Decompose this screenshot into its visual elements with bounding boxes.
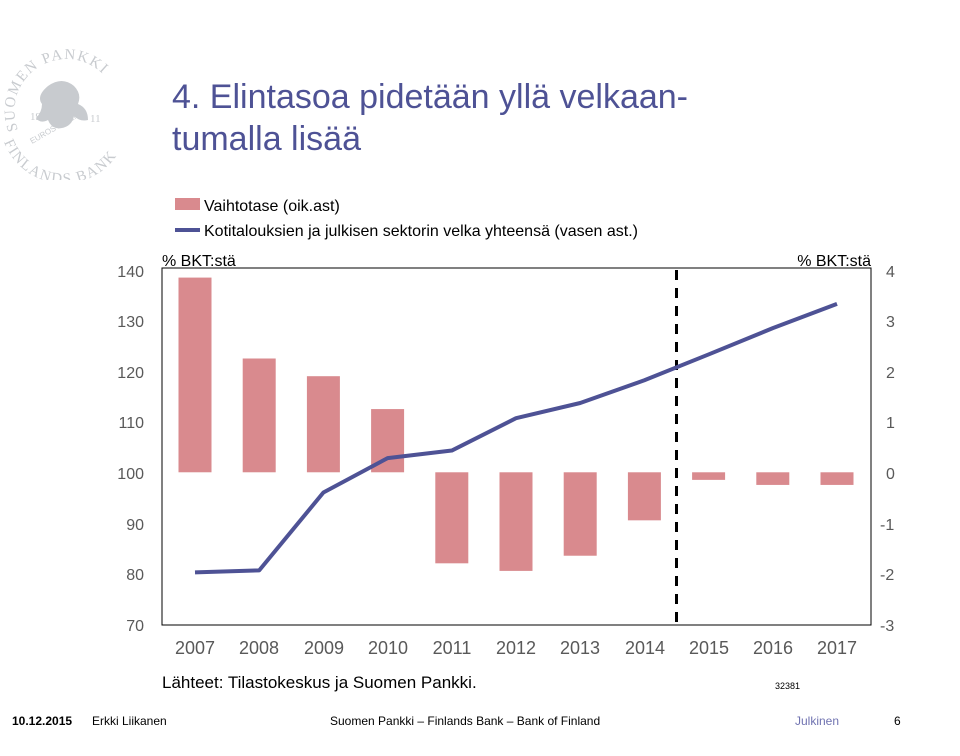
chart-source: Lähteet: Tilastokeskus ja Suomen Pankki. — [162, 673, 477, 692]
slide-title-line-2: tumalla lisää — [172, 120, 361, 158]
left-tick-label: 70 — [126, 618, 144, 635]
bar-2016 — [756, 472, 790, 485]
footer-organization: Suomen Pankki – Finlands Bank – Bank of … — [330, 714, 601, 728]
left-tick-label: 100 — [117, 466, 144, 483]
left-tick-label: 90 — [126, 517, 144, 534]
right-tick-label: -2 — [880, 567, 894, 584]
x-tick-label: 2011 — [433, 638, 472, 658]
right-tick-label: 1 — [886, 415, 895, 432]
left-axis-label: % BKT:stä — [162, 253, 236, 270]
bar-2012 — [499, 472, 533, 571]
slide-title: 4. Elintasoa pidetään yllä velkaan- tuma… — [172, 76, 872, 160]
bar-2008 — [242, 358, 276, 473]
slide-footer: 10.12.2015 Erkki Liikanen Suomen Pankki … — [0, 706, 960, 736]
plot-frame — [161, 267, 872, 626]
seal-lion-icon — [36, 81, 88, 129]
bar-2007 — [178, 277, 212, 473]
legend-label-bar: Vaihtotase (oik.ast) — [204, 198, 340, 215]
footer-date: 10.12.2015 — [12, 714, 73, 728]
chart-id: 32381 — [775, 681, 800, 691]
left-tick-label: 120 — [117, 365, 144, 382]
legend-swatch-bar — [175, 198, 200, 210]
bar-2015 — [692, 472, 726, 480]
chart: Vaihtotase (oik.ast) Kotitalouksien ja j… — [117, 198, 895, 692]
left-tick-label: 80 — [126, 567, 144, 584]
x-tick-label: 2015 — [689, 638, 729, 658]
x-tick-label: 2017 — [817, 638, 857, 658]
seal-year-left: 19 — [30, 111, 42, 123]
x-tick-label: 2007 — [175, 638, 215, 658]
right-axis-label: % BKT:stä — [797, 253, 871, 270]
x-tick-label: 2013 — [560, 638, 600, 658]
bar-2014 — [627, 472, 661, 521]
x-tick-label: 2010 — [368, 638, 408, 658]
bank-seal-logo: SUOMEN PANKKI FINLANDS BANK EUROSYSTEM 1… — [0, 47, 119, 180]
x-tick-label: 2012 — [496, 638, 536, 658]
right-tick-label: 0 — [886, 466, 895, 483]
seal-year-right: 11 — [90, 113, 101, 125]
right-tick-label: -3 — [880, 618, 894, 635]
bar-2009 — [306, 376, 340, 473]
left-tick-label: 130 — [117, 314, 144, 331]
right-tick-label: -1 — [880, 517, 894, 534]
footer-author: Erkki Liikanen — [92, 714, 167, 728]
debt-line-series — [194, 302, 838, 575]
bar-2011 — [435, 472, 469, 564]
x-tick-label: 2016 — [753, 638, 793, 658]
x-tick-label: 2014 — [625, 638, 665, 658]
left-tick-label: 140 — [117, 264, 144, 281]
left-tick-label: 110 — [118, 415, 144, 432]
right-tick-label: 2 — [886, 365, 895, 382]
x-tick-label: 2008 — [239, 638, 279, 658]
footer-classification: Julkinen — [795, 714, 840, 728]
footer-page-number: 6 — [894, 714, 901, 728]
x-tick-label: 2009 — [304, 638, 344, 658]
bar-2017 — [820, 472, 854, 485]
right-tick-label: 3 — [886, 314, 895, 331]
right-tick-label: 4 — [886, 264, 895, 281]
bar-2013 — [563, 472, 597, 556]
legend-label-line: Kotitalouksien ja julkisen sektorin velk… — [204, 223, 638, 240]
slide-title-line-1: 4. Elintasoa pidetään yllä velkaan- — [172, 78, 688, 116]
